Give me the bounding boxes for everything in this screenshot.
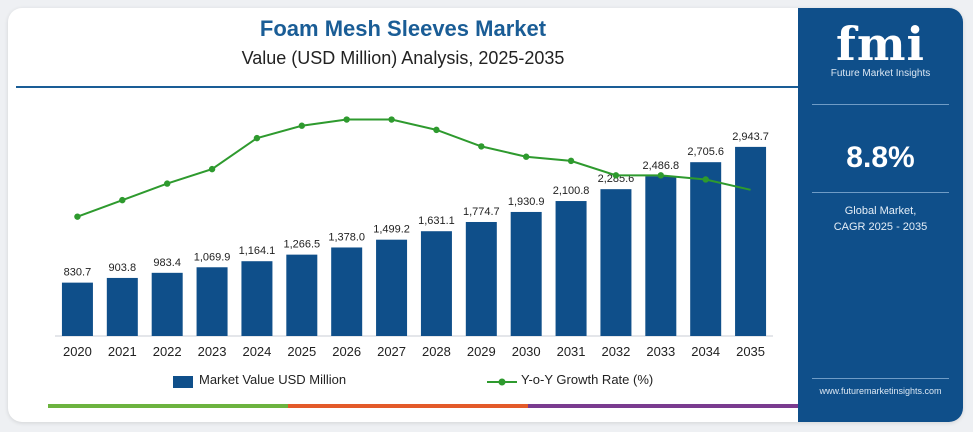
x-tick-2029: 2029	[467, 344, 496, 359]
data-label-2029: 1,774.7	[463, 206, 500, 218]
x-tick-2021: 2021	[108, 344, 137, 359]
data-label-2021: 903.8	[109, 262, 137, 274]
bar-2028	[420, 231, 452, 336]
growth-point-2031	[567, 157, 575, 165]
data-label-2034: 2,705.6	[687, 146, 724, 158]
bar-2033	[645, 176, 677, 336]
bar-2032	[600, 189, 632, 336]
chart-title: Foam Mesh Sleeves Market	[259, 16, 547, 41]
bar-2024	[241, 261, 273, 336]
growth-point-2028	[433, 126, 440, 134]
x-tick-2034: 2034	[691, 344, 720, 359]
growth-point-2027	[388, 116, 395, 123]
data-label-2026: 1,378.0	[328, 231, 365, 243]
sidebar-divider-top	[812, 104, 949, 105]
logo-caption: Future Market Insights	[830, 68, 931, 79]
data-label-2031: 2,100.8	[553, 185, 590, 197]
accent-strip-purple	[528, 404, 798, 408]
bar-2027	[376, 239, 408, 336]
bar-2031	[555, 201, 587, 336]
chart-plot: 830.7 2020 903.8 2021 983.4 2022 1,069.9 2023 1,…	[55, 116, 773, 359]
chart-subtitle: Value (USD Million) Analysis, 2025-2035	[241, 48, 565, 68]
accent-strip-orange	[288, 404, 528, 408]
sidebar-panel: fmi Future Market Insights 8.8% Global M…	[798, 8, 963, 422]
data-label-2033: 2,486.8	[642, 160, 679, 172]
x-tick-2032: 2032	[601, 344, 630, 359]
bar-2022	[151, 272, 183, 336]
bar-2029	[465, 221, 497, 336]
x-tick-2028: 2028	[422, 344, 451, 359]
growth-point-2026	[343, 116, 350, 123]
growth-point-2022	[163, 180, 171, 187]
bar-2035	[735, 146, 767, 336]
growth-point-2029	[478, 143, 485, 150]
growth-point-2033	[657, 172, 665, 179]
legend-line-swatch	[487, 378, 517, 386]
cagr-value: 8.8%	[846, 141, 915, 174]
legend-bar-label: Market Value USD Million	[199, 372, 347, 387]
x-tick-2025: 2025	[287, 344, 316, 359]
growth-point-2024	[253, 134, 261, 142]
growth-point-2030	[522, 153, 530, 160]
accent-strip-green	[48, 404, 288, 408]
cagr-label-line2: CAGR 2025 - 2035	[833, 221, 928, 233]
x-tick-2031: 2031	[557, 344, 586, 359]
data-label-2028: 1,631.1	[418, 215, 455, 227]
data-label-2023: 1,069.9	[194, 251, 231, 263]
data-label-2020: 830.7	[64, 267, 92, 279]
growth-point-2023	[208, 165, 216, 173]
growth-point-2025	[298, 122, 306, 129]
x-tick-2023: 2023	[198, 344, 227, 359]
cagr-label: Global Market, CAGR 2025 - 2035	[798, 203, 963, 235]
logo-wordmark: fmi	[836, 17, 925, 71]
x-tick-2027: 2027	[377, 344, 406, 359]
x-tick-2030: 2030	[512, 344, 541, 359]
sidebar-divider-mid	[812, 192, 949, 193]
growth-point-2034	[702, 176, 709, 183]
data-label-2030: 1,930.9	[508, 196, 545, 208]
x-tick-2035: 2035	[736, 344, 765, 359]
data-label-2022: 983.4	[153, 257, 181, 269]
chart-card: Foam Mesh Sleeves Market Value (USD Mill…	[8, 8, 963, 422]
x-tick-2022: 2022	[153, 344, 182, 359]
data-label-2035: 2,943.7	[732, 131, 769, 143]
x-tick-2026: 2026	[332, 344, 361, 359]
x-tick-2024: 2024	[242, 344, 271, 359]
growth-rate-line	[77, 118, 751, 218]
website-link[interactable]: www.futuremarketinsights.com	[819, 386, 942, 396]
cagr-label-line1: Global Market,	[844, 205, 917, 217]
growth-point-2032	[612, 172, 620, 179]
x-tick-2020: 2020	[63, 344, 92, 359]
header-divider	[16, 86, 798, 88]
growth-point-2021	[119, 196, 126, 204]
bar-2026	[331, 247, 363, 336]
bar-2030	[510, 211, 542, 336]
bar-2021	[106, 277, 138, 336]
x-tick-2033: 2033	[646, 344, 675, 359]
legend-bar-swatch	[173, 376, 193, 388]
bar-2023	[196, 267, 228, 336]
bar-2025	[286, 254, 318, 336]
data-label-2027: 1,499.2	[373, 224, 410, 236]
data-label-2025: 1,266.5	[283, 239, 320, 251]
growth-point-2020	[74, 213, 81, 220]
bar-2034	[690, 162, 722, 336]
bar-2020	[61, 282, 93, 336]
legend-line-label: Y-o-Y Growth Rate (%)	[521, 372, 654, 387]
sidebar-divider-bottom	[812, 378, 949, 379]
data-label-2024: 1,164.1	[239, 245, 276, 257]
fmi-logo: fmi Future Market Insights	[812, 18, 949, 94]
